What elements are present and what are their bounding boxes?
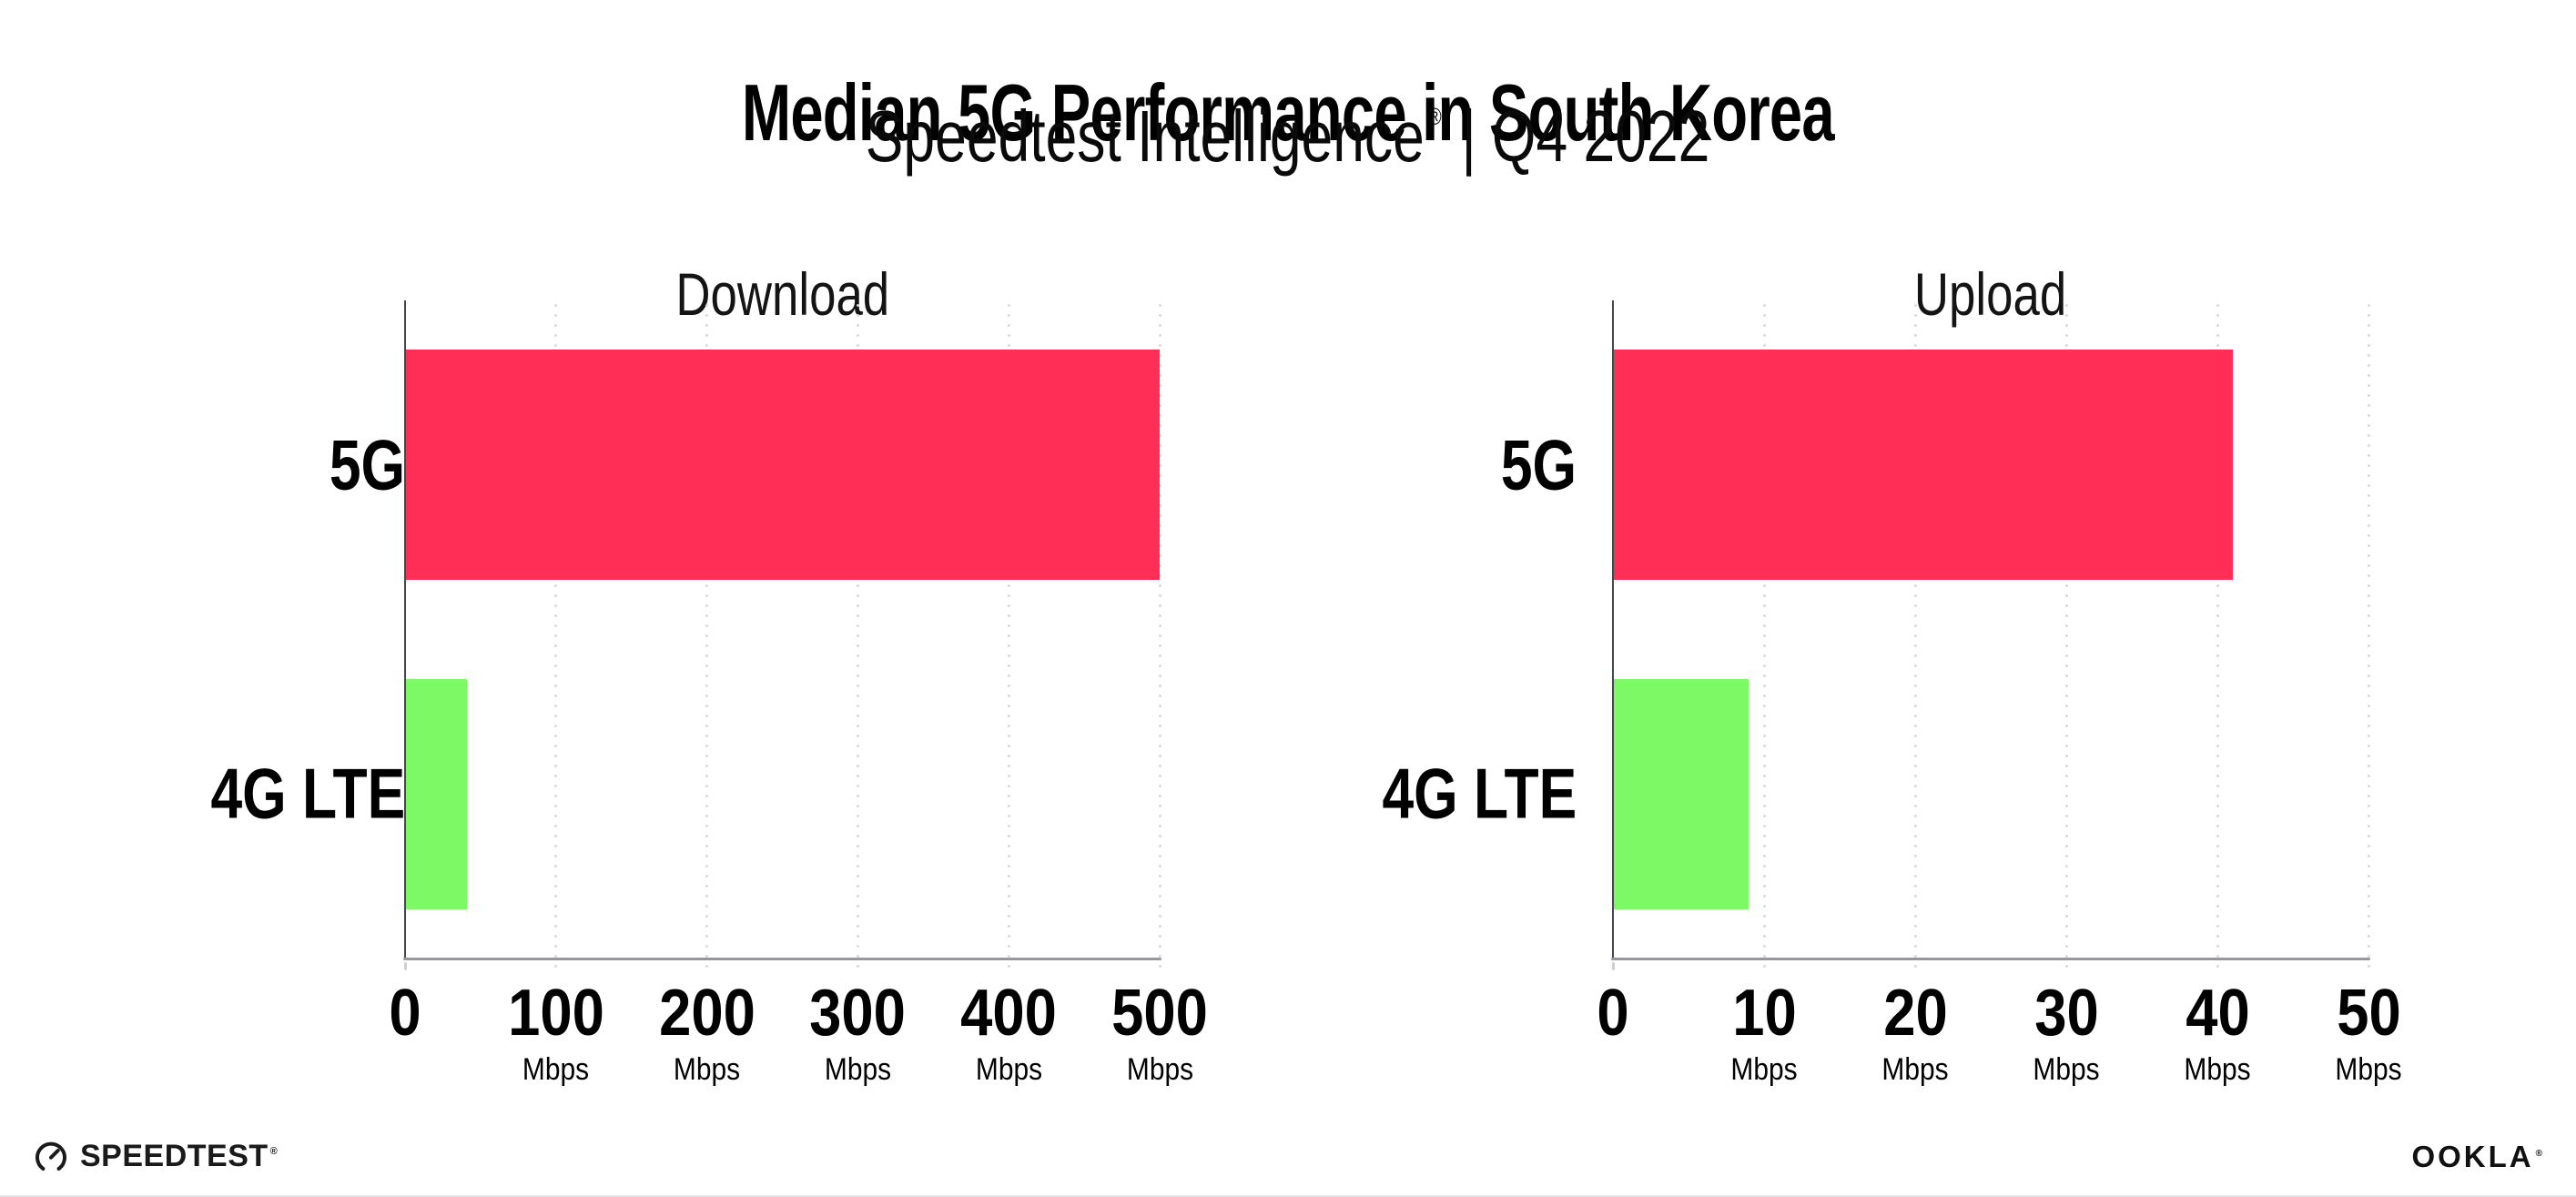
subtitle-separator: | bbox=[1461, 96, 1477, 177]
y-axis-label-5g: 5G bbox=[1500, 424, 1577, 505]
x-tick-label-100: 100 Mbps bbox=[502, 977, 611, 1088]
x-tick-label-10: 10 Mbps bbox=[1726, 977, 1801, 1088]
x-axis-line bbox=[403, 957, 1161, 960]
x-tick-label-0: 0 bbox=[387, 977, 423, 1050]
gridline-50 bbox=[2367, 300, 2370, 971]
x-tick-value: 500 bbox=[1111, 977, 1208, 1050]
x-tick-label-200: 200 Mbps bbox=[653, 977, 762, 1088]
y-axis-labels: 5G 4G LTE bbox=[0, 300, 405, 959]
x-tick-value: 0 bbox=[389, 977, 421, 1050]
gridline-10 bbox=[1762, 300, 1766, 971]
registered-trademark-mark: ® bbox=[1428, 103, 1443, 130]
y-axis-label-5g: 5G bbox=[329, 424, 405, 505]
speedtest-registered-mark: ® bbox=[269, 1145, 279, 1157]
gridline-40 bbox=[2216, 300, 2219, 971]
x-tick-value: 40 bbox=[2185, 977, 2250, 1050]
gridline-30 bbox=[2064, 300, 2068, 971]
x-tick-label-30: 30 Mbps bbox=[2028, 977, 2104, 1088]
x-tick-value: 30 bbox=[2033, 977, 2099, 1050]
gridline-100 bbox=[554, 300, 558, 971]
x-tick-value: 300 bbox=[809, 977, 907, 1050]
bar-4g-lte bbox=[405, 678, 467, 909]
x-axis-line bbox=[1611, 957, 2370, 960]
x-tick-unit: Mbps bbox=[2335, 1052, 2402, 1088]
gridline-400 bbox=[1007, 300, 1010, 971]
subtitle-period: Q4 2022 bbox=[1492, 96, 1710, 177]
x-tick-value: 20 bbox=[1882, 977, 1948, 1050]
gridline-20 bbox=[1913, 300, 1917, 971]
x-tick-unit: Mbps bbox=[1126, 1052, 1193, 1088]
gridline-300 bbox=[856, 300, 859, 971]
x-tick-label-50: 50 Mbps bbox=[2330, 977, 2406, 1088]
x-tick-label-500: 500 Mbps bbox=[1105, 977, 1214, 1088]
gridline-500 bbox=[1158, 300, 1161, 971]
speedtest-wordmark: SPEEDTEST ® bbox=[80, 1138, 279, 1173]
speedtest-gauge-icon bbox=[35, 1141, 66, 1171]
speedtest-logo: SPEEDTEST ® bbox=[33, 1138, 278, 1174]
upload-plot-area bbox=[1611, 300, 2370, 971]
x-tick-value: 10 bbox=[1731, 977, 1797, 1050]
download-chart-title: Download bbox=[675, 259, 889, 328]
x-axis-tick-labels: 0 10 Mbps 20 Mbps 30 Mbps 40 Mbps 50 Mbps bbox=[1597, 977, 2401, 1110]
page-subtitle: Speedtest Intelligence ® | Q4 2022 bbox=[0, 95, 2576, 178]
bar-5g bbox=[405, 350, 1160, 581]
y-axis-labels: 5G 4G LTE bbox=[1040, 300, 1577, 959]
ookla-wordmark: OOKLA bbox=[2411, 1140, 2534, 1173]
ookla-logo: OOKLA ® bbox=[2411, 1140, 2545, 1174]
download-plot-area bbox=[403, 300, 1161, 971]
x-tick-value: 100 bbox=[507, 977, 604, 1050]
x-tick-unit: Mbps bbox=[1881, 1052, 1949, 1088]
gridline-200 bbox=[705, 300, 709, 971]
x-tick-label-20: 20 Mbps bbox=[1877, 977, 1952, 1088]
x-tick-value: 200 bbox=[658, 977, 756, 1050]
subtitle-brand: Speedtest Intelligence bbox=[866, 96, 1425, 177]
x-tick-value: 50 bbox=[2336, 977, 2401, 1050]
ookla-registered-mark: ® bbox=[2535, 1149, 2545, 1159]
x-tick-value: 0 bbox=[1597, 977, 1629, 1050]
x-tick-unit: Mbps bbox=[975, 1052, 1042, 1088]
page-title: Median 5G Performance in South Korea bbox=[741, 66, 1835, 157]
x-tick-unit: Mbps bbox=[824, 1052, 891, 1088]
x-tick-unit: Mbps bbox=[674, 1052, 741, 1088]
y-axis-label-4g-lte: 4G LTE bbox=[210, 753, 405, 834]
x-tick-unit: Mbps bbox=[2184, 1052, 2251, 1088]
x-tick-unit: Mbps bbox=[522, 1052, 590, 1088]
bottom-border-line bbox=[0, 1195, 2576, 1197]
y-axis-line bbox=[404, 300, 406, 959]
y-axis-label-4g-lte: 4G LTE bbox=[1382, 753, 1577, 834]
x-tick-unit: Mbps bbox=[2033, 1052, 2100, 1088]
bar-4g-lte bbox=[1613, 678, 1749, 909]
axis-tick-0 bbox=[1611, 962, 1615, 970]
x-tick-label-400: 400 Mbps bbox=[954, 977, 1063, 1088]
bar-5g bbox=[1613, 350, 2233, 581]
y-axis-line bbox=[1612, 300, 1614, 959]
x-tick-label-40: 40 Mbps bbox=[2179, 977, 2255, 1088]
x-axis-tick-labels: 0 100 Mbps 200 Mbps 300 Mbps 400 Mbps 500 Mbps bbox=[389, 977, 1207, 1110]
x-tick-value: 400 bbox=[960, 977, 1058, 1050]
x-tick-unit: Mbps bbox=[1730, 1052, 1798, 1088]
upload-chart-title: Upload bbox=[1914, 259, 2067, 328]
axis-tick-0 bbox=[403, 962, 407, 970]
x-tick-label-300: 300 Mbps bbox=[803, 977, 912, 1088]
x-tick-label-0: 0 bbox=[1595, 977, 1631, 1050]
